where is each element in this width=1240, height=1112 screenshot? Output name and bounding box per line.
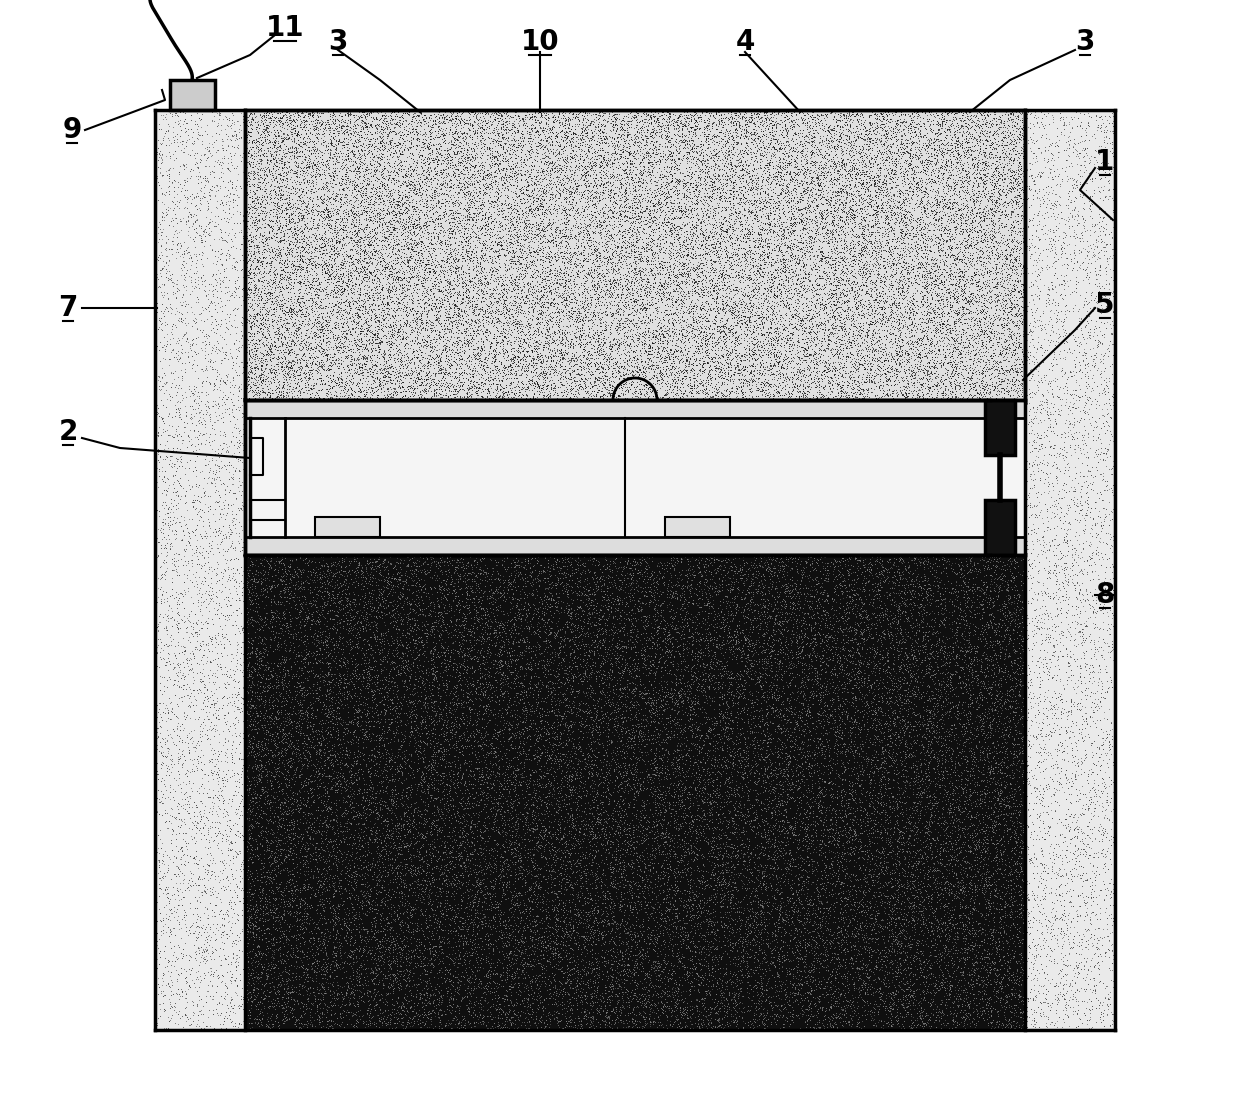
Text: 4: 4 bbox=[735, 28, 755, 56]
Text: 3: 3 bbox=[329, 28, 347, 56]
Bar bbox=[246, 400, 1025, 418]
Bar bbox=[665, 517, 730, 537]
Bar bbox=[985, 500, 1016, 555]
Text: 3: 3 bbox=[1075, 28, 1095, 56]
Text: 9: 9 bbox=[62, 116, 82, 143]
Text: 8: 8 bbox=[1095, 580, 1115, 609]
Text: 1: 1 bbox=[1095, 148, 1115, 176]
Text: 5: 5 bbox=[1095, 291, 1115, 319]
Text: 2: 2 bbox=[58, 418, 78, 446]
Bar bbox=[246, 400, 1025, 555]
Bar bbox=[315, 517, 379, 537]
Text: 11: 11 bbox=[265, 14, 304, 42]
Bar bbox=[155, 110, 1115, 1030]
Text: 7: 7 bbox=[58, 294, 78, 322]
Bar bbox=[985, 400, 1016, 455]
Bar bbox=[246, 537, 1025, 555]
Text: 10: 10 bbox=[521, 28, 559, 56]
Bar bbox=[170, 80, 215, 110]
